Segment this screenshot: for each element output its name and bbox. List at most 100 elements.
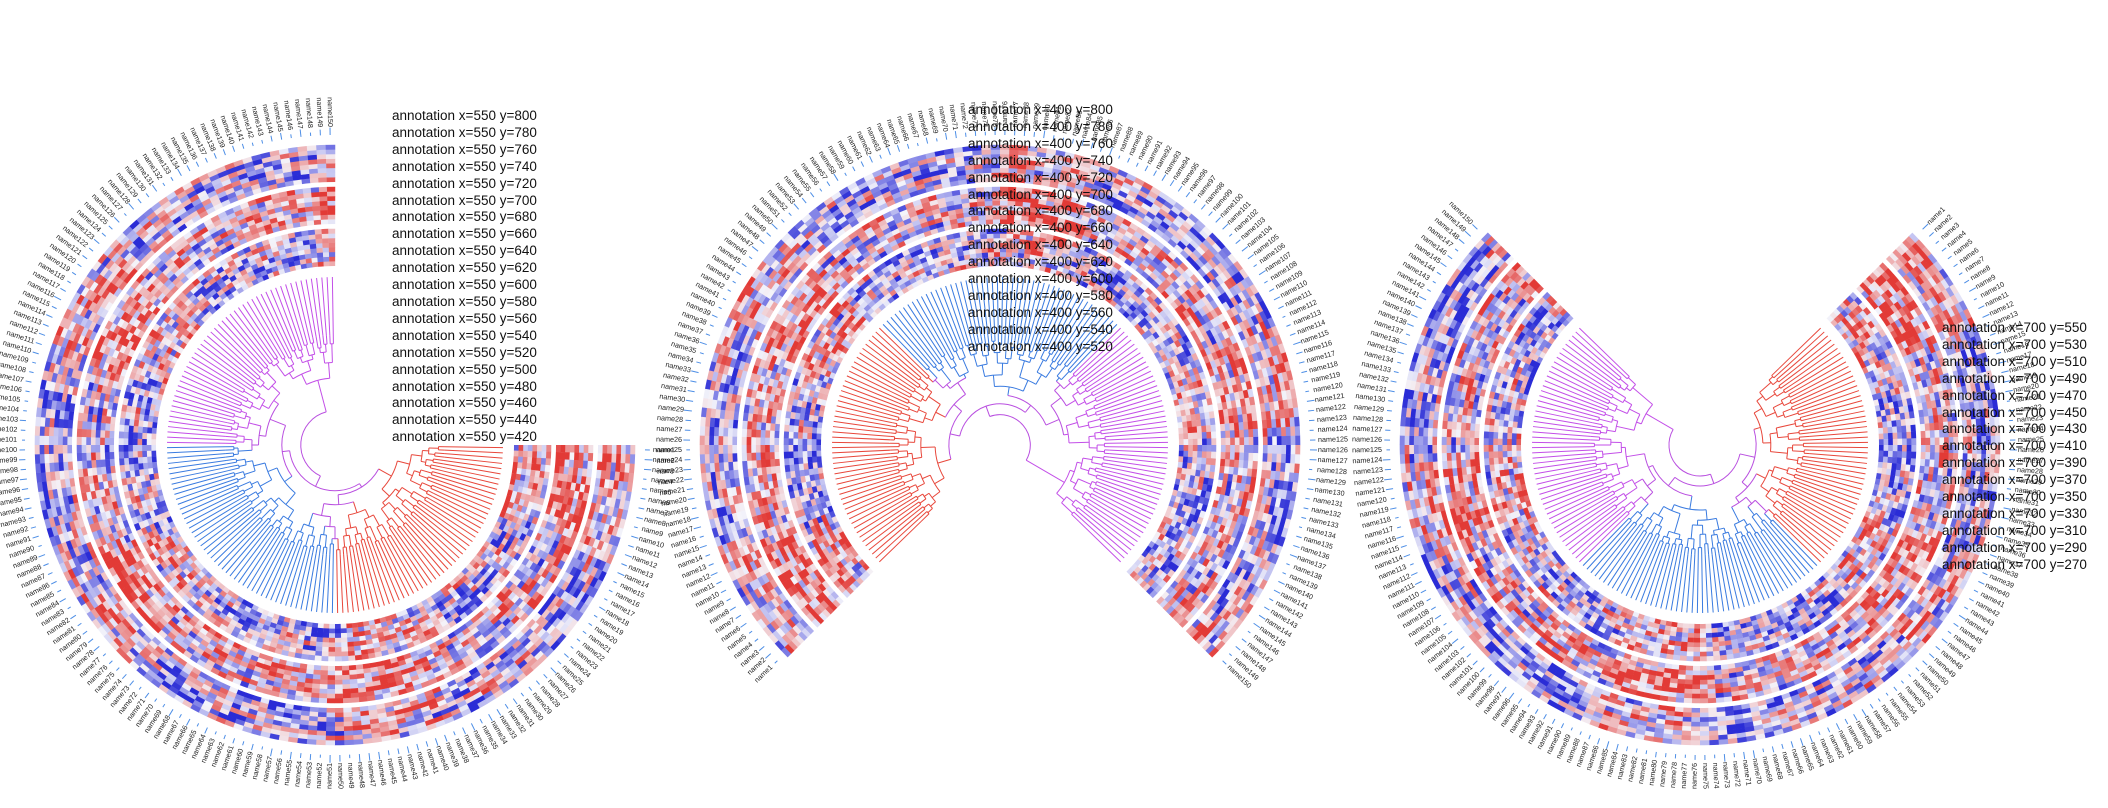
heatmap-cell (127, 444, 133, 452)
heatmap-cell (154, 404, 161, 412)
heatmap-cell (199, 627, 209, 636)
heatmap-cell (189, 320, 198, 328)
heatmap-cell (468, 592, 477, 601)
heatmap-cell (381, 625, 389, 633)
heatmap-cell (519, 474, 526, 482)
heatmap-cell (482, 578, 491, 587)
heatmap-cell (99, 437, 105, 445)
heatmap-cell (314, 229, 322, 235)
dendrogram-branch (378, 468, 392, 477)
heatmap-cell (363, 672, 372, 679)
heatmap-cell (490, 628, 500, 638)
dendrogram-leaf-branch (280, 285, 300, 342)
heatmap-cell (241, 676, 251, 684)
heatmap-cell (100, 459, 106, 468)
dendrogram-branch (240, 387, 245, 391)
annotation-bar (270, 748, 273, 757)
heatmap-cell (504, 540, 513, 549)
heatmap-cell (178, 570, 187, 579)
heatmap-cell (436, 626, 446, 635)
heatmap-cell (484, 621, 494, 630)
dendrogram-branch (355, 544, 358, 553)
heatmap-cell (323, 256, 330, 262)
heatmap-cell (329, 256, 336, 262)
heatmap-cell (150, 345, 158, 354)
heatmap-cell (136, 528, 144, 538)
heatmap-cell (548, 555, 557, 566)
heatmap-cell (534, 532, 543, 542)
heatmap-cell (508, 624, 518, 634)
heatmap-cell (475, 634, 485, 643)
heatmap-cell (217, 654, 227, 663)
dendrogram-branch (271, 354, 276, 360)
heatmap-cell (334, 675, 343, 681)
heatmap-cell (529, 570, 538, 580)
heatmap-cell (267, 645, 277, 653)
dendrogram-branch (235, 489, 244, 494)
heatmap-cell (81, 444, 87, 453)
heatmap-cell (525, 559, 534, 569)
heatmap-cell (123, 444, 129, 452)
dendrogram-branch (233, 415, 246, 420)
dendrogram-branch (305, 534, 310, 547)
annotation-bar (101, 232, 107, 237)
heatmap-cell (148, 328, 157, 338)
heatmap-cell (186, 598, 196, 608)
heatmap-cell (316, 725, 327, 732)
heatmap-cell (536, 584, 545, 595)
heatmap-cell (288, 680, 298, 687)
heatmap-cell (533, 476, 540, 484)
heatmap-cell (316, 730, 327, 736)
heatmap-cell (215, 643, 225, 652)
dendrogram-branch (258, 396, 265, 401)
heatmap-cell (152, 550, 161, 559)
heatmap-cell (182, 545, 191, 554)
heatmap-cell (448, 597, 457, 606)
dendrogram-branch (359, 483, 363, 488)
dendrogram-branch (369, 536, 375, 549)
heatmap-cell (353, 640, 361, 647)
heatmap-cell (570, 482, 577, 492)
dendrogram-leaf-branch (167, 426, 226, 434)
heatmap-cell (373, 689, 383, 696)
heatmap-cell (104, 423, 111, 431)
heatmap-cell (318, 697, 328, 704)
heatmap-cell (487, 612, 496, 622)
heatmap-cell (197, 318, 205, 327)
heatmap-cell (86, 421, 92, 430)
dendrogram-branch (302, 339, 305, 346)
heatmap-cell (571, 475, 578, 484)
heatmap-cell (450, 590, 459, 598)
heatmap-cell (455, 597, 465, 606)
annotation-bar (640, 497, 646, 500)
dendrogram-branch (431, 474, 441, 478)
heatmap-cell (207, 627, 217, 636)
heatmap-cell (67, 444, 73, 454)
heatmap-cell (85, 444, 91, 453)
heatmap-cell (390, 613, 398, 620)
heatmap-cell (285, 631, 293, 639)
heatmap-cell (148, 552, 157, 561)
heatmap-cell (327, 209, 336, 215)
heatmap-cell (334, 735, 345, 741)
heatmap-cell (471, 577, 480, 585)
heatmap-cell (528, 475, 535, 484)
heatmap-cell (553, 494, 560, 503)
heatmap-cell (508, 583, 518, 593)
heatmap-cell (494, 556, 503, 565)
annotation-bar (32, 361, 37, 364)
heatmap-cell (160, 500, 167, 508)
dendrogram-branch (302, 545, 305, 551)
annotation-bar (43, 563, 49, 567)
heatmap-cell (458, 600, 467, 609)
heatmap-cell (131, 399, 138, 408)
heatmap-cell (557, 473, 564, 482)
heatmap-cell (513, 577, 522, 587)
heatmap-cell (136, 400, 143, 408)
dendrogram-branch (248, 509, 255, 515)
dendrogram-branch (275, 358, 280, 363)
dendrogram-branch (318, 534, 322, 546)
heatmap-cell (128, 425, 134, 433)
heatmap-cell (463, 643, 473, 652)
heatmap-cell (597, 445, 603, 454)
